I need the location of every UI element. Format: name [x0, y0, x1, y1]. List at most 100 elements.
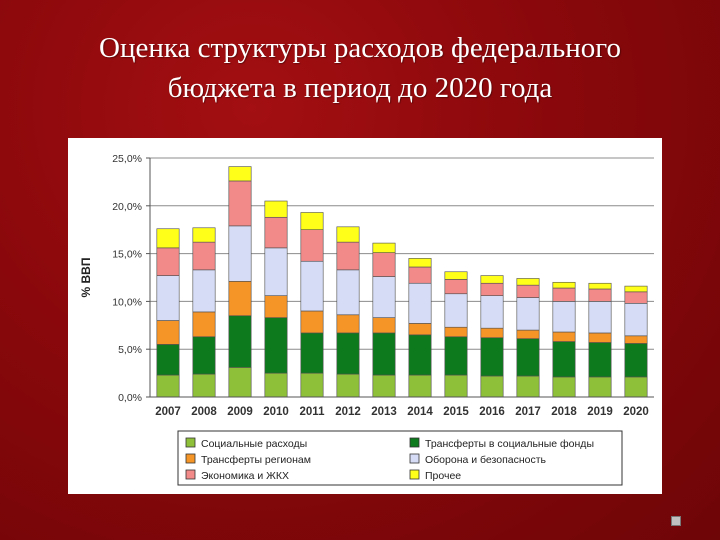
bar-segment: [264, 247, 288, 296]
bar-segment: [408, 266, 432, 284]
bar-segment: [228, 367, 252, 398]
bar-segment: [624, 285, 648, 293]
bar-segment: [480, 337, 504, 377]
x-tick-label: 2019: [587, 406, 613, 418]
bar-segment: [588, 288, 612, 302]
bar-segment: [192, 336, 216, 375]
legend-swatch: [409, 469, 420, 480]
title-line-1: Оценка структуры расходов федерального: [99, 32, 621, 64]
x-tick-label: 2008: [191, 406, 217, 418]
bar-segment: [552, 281, 576, 289]
bar-segment: [408, 334, 432, 376]
bar-segment: [192, 373, 216, 398]
bar-segment: [264, 372, 288, 398]
legend-swatch: [185, 453, 196, 464]
legend-box: [177, 430, 623, 486]
bar-segment: [444, 271, 468, 280]
x-tick-label: 2015: [443, 406, 469, 418]
bar-segment: [516, 284, 540, 298]
bar-segment: [480, 375, 504, 398]
bar-segment: [516, 329, 540, 339]
legend-swatch: [185, 469, 196, 480]
bar-segment: [192, 227, 216, 243]
bar-segment: [372, 276, 396, 318]
bar-segment: [300, 260, 324, 312]
bar-segment: [588, 282, 612, 290]
y-tick-label: 0,0%: [118, 392, 142, 404]
bar-segment: [192, 241, 216, 271]
bar-segment: [444, 374, 468, 398]
y-tick-label: 15,0%: [112, 249, 142, 261]
bar-segment: [192, 269, 216, 313]
bar-segment: [588, 332, 612, 343]
plot-area: [150, 158, 654, 397]
bar-segment: [228, 315, 252, 368]
bar-segment: [444, 293, 468, 328]
y-axis-label: % ВВП: [79, 258, 93, 298]
bar-segment: [588, 342, 612, 378]
bar-segment: [624, 303, 648, 337]
bar-segment: [264, 200, 288, 218]
x-tick-label: 2011: [300, 406, 326, 418]
bar-segment: [228, 180, 252, 227]
x-tick-label: 2017: [515, 406, 541, 418]
stacked-bar-chart: 0,0% 5,0% 10,0% 15,0% 20,0% 25,0% % ВВП 2007 200…: [79, 153, 654, 486]
bar-segment: [372, 242, 396, 253]
bar-segment: [372, 374, 396, 398]
bar-segment: [336, 241, 360, 271]
bar-segment: [336, 226, 360, 243]
bar-segment: [156, 344, 180, 376]
bar-segment: [372, 317, 396, 334]
x-tick-label: 2007: [155, 406, 181, 418]
bar-segment: [552, 301, 576, 333]
bar-segment: [300, 332, 324, 374]
bar-segment: [408, 323, 432, 336]
bar-segment: [516, 375, 540, 398]
bar-segment: [336, 332, 360, 375]
y-tick-label: 5,0%: [118, 344, 142, 356]
bar-segment: [552, 331, 576, 342]
legend-label: Трансферты в социальные фонды: [425, 438, 594, 450]
x-tick-label: 2018: [551, 406, 577, 418]
x-tick-label: 2020: [623, 406, 649, 418]
bar-segment: [156, 320, 180, 345]
bar-segment: [336, 314, 360, 334]
x-tick-label: 2014: [407, 406, 433, 418]
bar-segment: [588, 376, 612, 398]
bar-segment: [516, 338, 540, 377]
chart-panel: 0,0% 5,0% 10,0% 15,0% 20,0% 25,0% % ВВП 2007 200…: [68, 138, 662, 494]
title-line-2: бюджета в период до 2020 года: [167, 72, 553, 104]
legend-swatch: [185, 437, 196, 448]
bar-segment: [156, 275, 180, 321]
bar-segment: [480, 327, 504, 339]
y-tick-label: 10,0%: [112, 296, 142, 308]
bar-segment: [300, 212, 324, 230]
bar-segment: [156, 247, 180, 276]
bar-segment: [228, 225, 252, 282]
y-tick-label: 20,0%: [112, 201, 142, 213]
bar-segment: [264, 295, 288, 318]
legend-label: Трансферты регионам: [201, 454, 311, 466]
bar-segment: [300, 310, 324, 334]
x-tick-label: 2009: [227, 406, 253, 418]
bar-segment: [480, 282, 504, 296]
slide-corner-marker: [671, 516, 681, 526]
legend-swatch: [409, 437, 420, 448]
bar-segment: [156, 374, 180, 398]
legend-label: Социальные расходы: [201, 438, 307, 450]
bar-segment: [480, 295, 504, 329]
legend-label: Прочее: [425, 470, 461, 482]
legend-swatch: [409, 453, 420, 464]
bar-segment: [624, 291, 648, 304]
bar-segment: [408, 282, 432, 324]
x-tick-label: 2016: [479, 406, 505, 418]
bar-segment: [624, 335, 648, 344]
bar-segment: [480, 275, 504, 284]
bar-segment: [372, 332, 396, 376]
bar-segment: [516, 297, 540, 331]
bar-segment: [408, 258, 432, 268]
bar-segment: [624, 376, 648, 398]
bar-segment: [336, 269, 360, 316]
bar-segment: [516, 278, 540, 286]
legend-label: Экономика и ЖКХ: [201, 470, 289, 482]
